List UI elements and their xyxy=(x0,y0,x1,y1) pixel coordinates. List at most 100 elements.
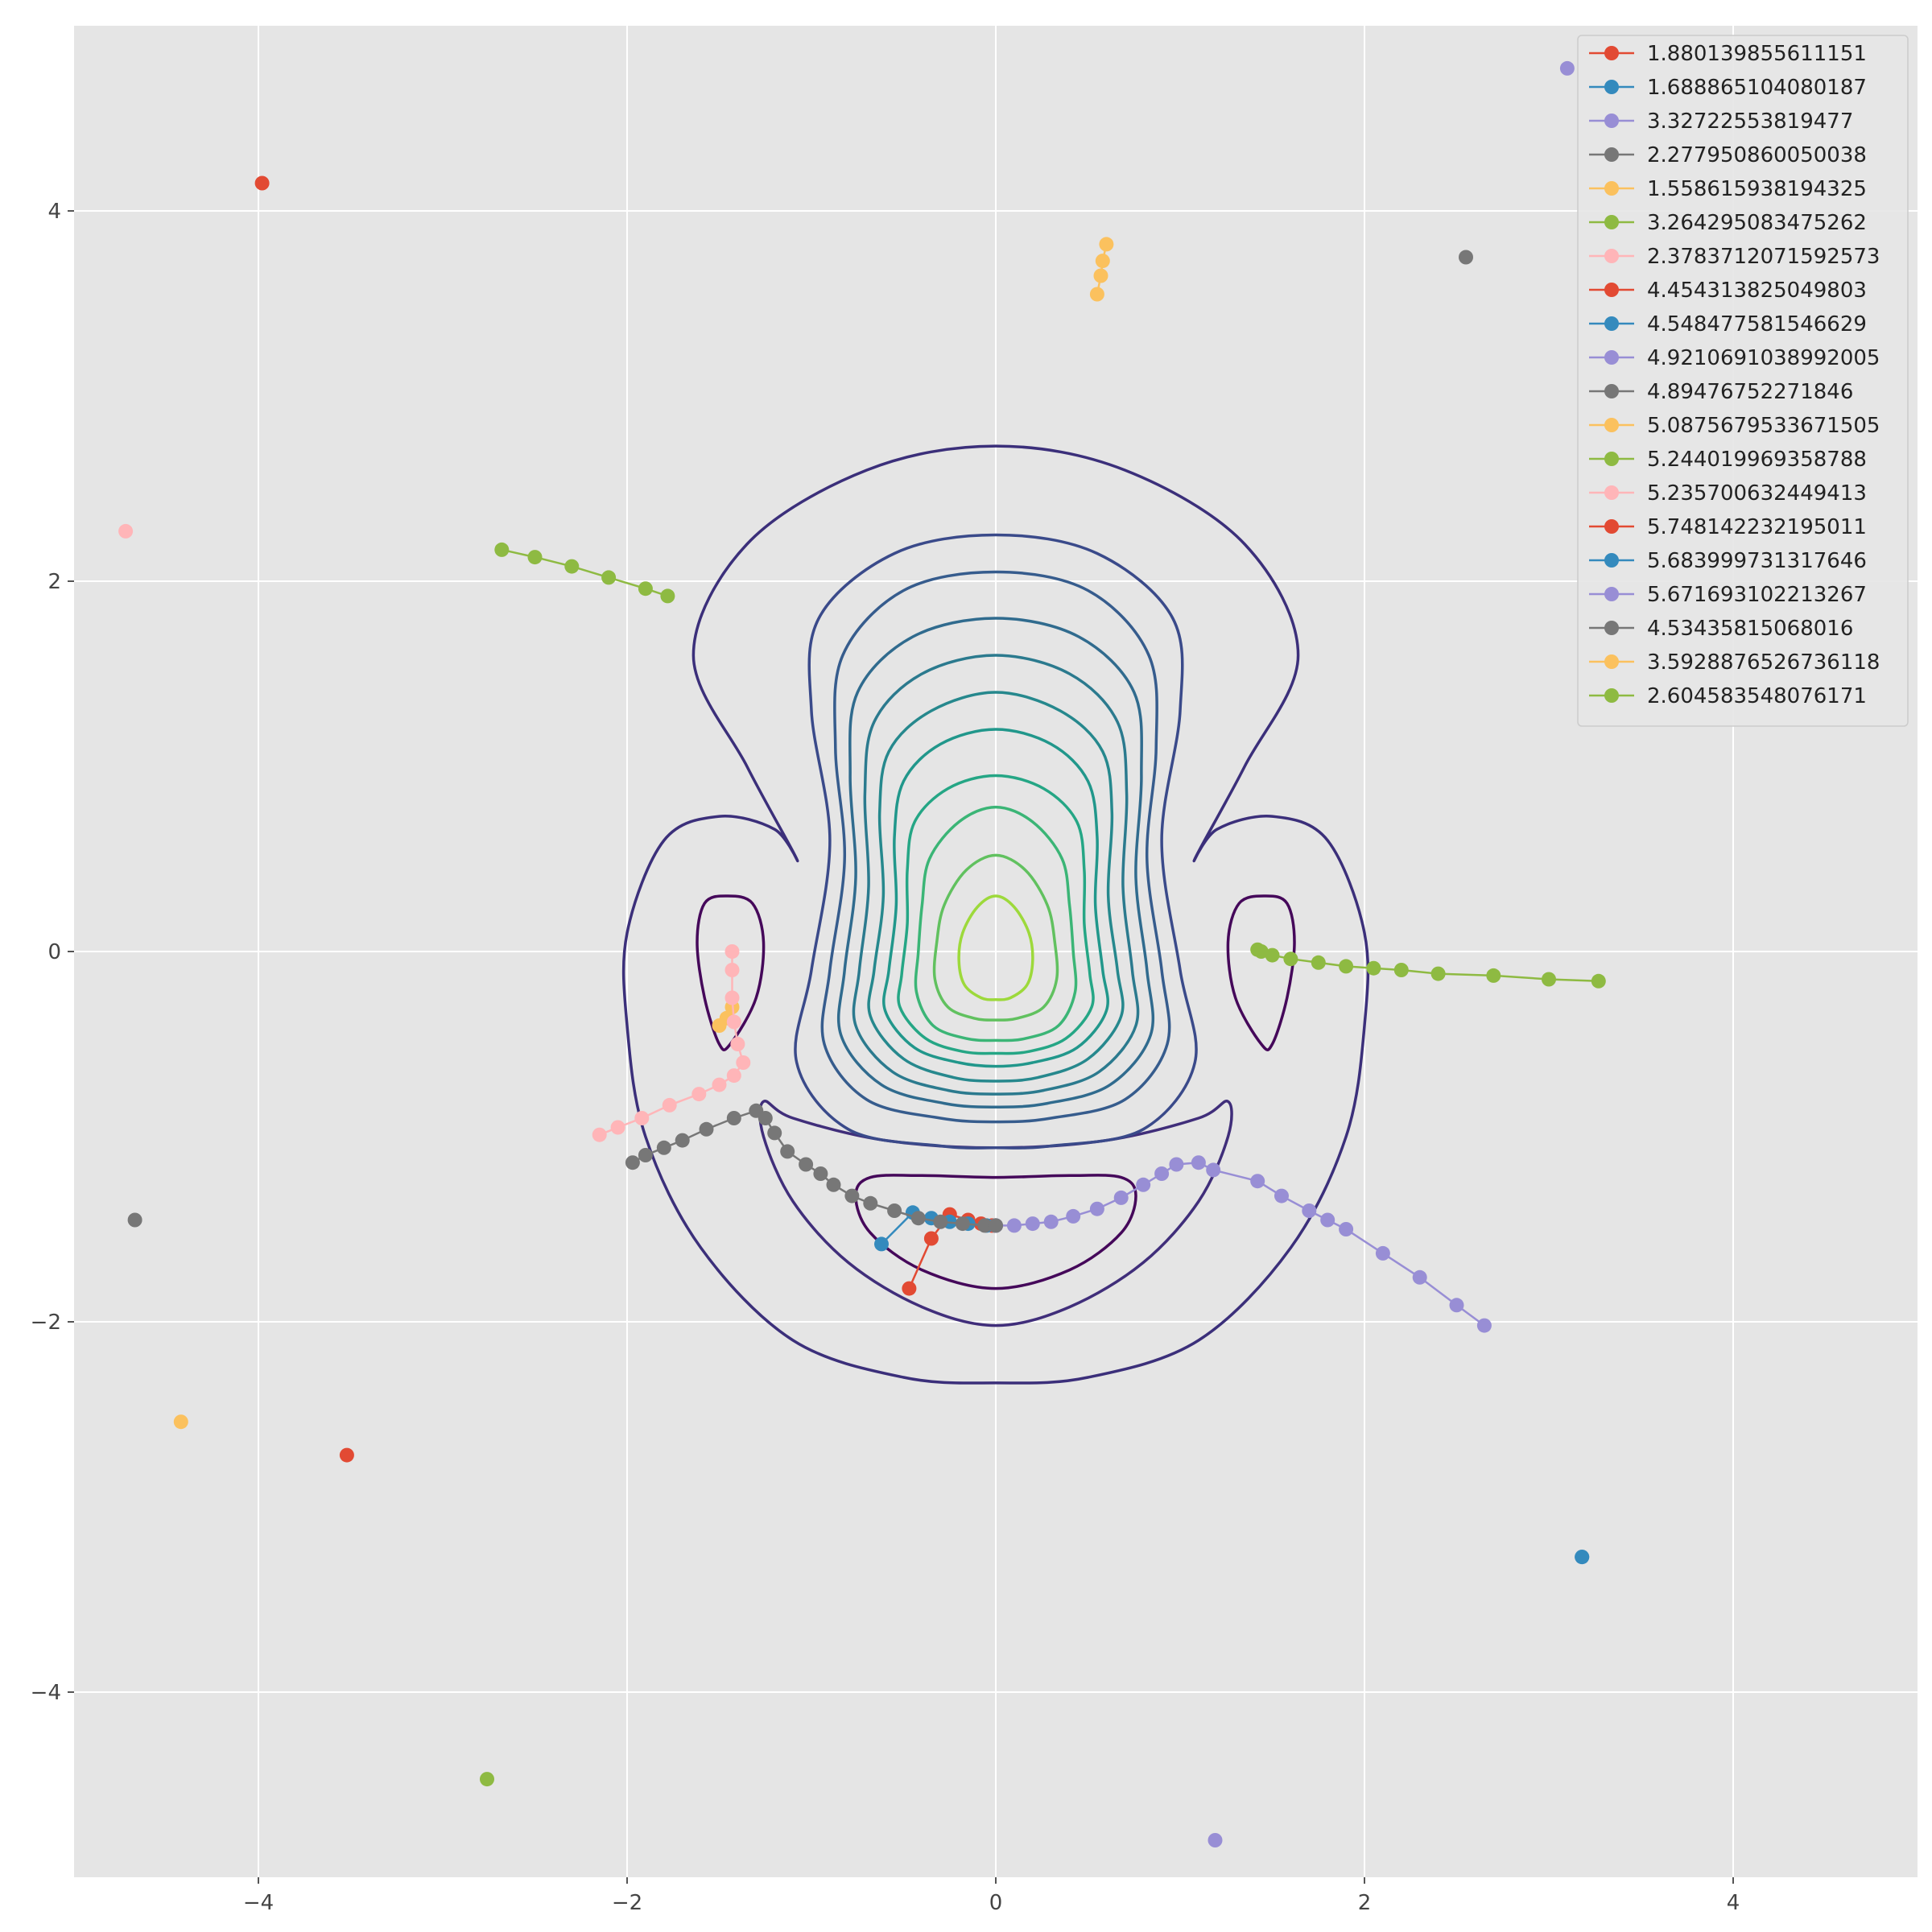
series-15 xyxy=(1575,1550,1590,1565)
series-5-point-3 xyxy=(1430,966,1446,981)
series-12-point-2 xyxy=(564,559,580,574)
legend-marker-19 xyxy=(1604,688,1619,703)
series-2-point-2 xyxy=(1412,1269,1427,1285)
contour-line-6 xyxy=(820,570,1171,1124)
series-2-point-19 xyxy=(1006,1218,1022,1233)
legend-label-15: 5.683999731317646 xyxy=(1647,549,1867,573)
contour-line-1 xyxy=(1226,894,1296,1051)
x-tick-label-3: 2 xyxy=(1358,1891,1372,1915)
series-3-point-14 xyxy=(863,1195,878,1211)
series-2-point-1 xyxy=(1449,1298,1464,1313)
legend-label-2: 3.32722553819477 xyxy=(1647,109,1853,134)
legend-item-9: 4.9210691038992005 xyxy=(1589,346,1880,370)
contour-line-12 xyxy=(914,805,1078,1042)
series-19-point-0 xyxy=(480,1772,494,1787)
series-1-point-0 xyxy=(874,1236,889,1252)
contour-line-11 xyxy=(897,774,1095,1055)
legend-item-0: 1.880139855611151 xyxy=(1589,42,1867,66)
series-12-point-0 xyxy=(494,542,510,557)
legend-item-4: 1.558615938194325 xyxy=(1589,177,1867,201)
legend-label-3: 2.277950860050038 xyxy=(1647,143,1867,167)
legend-label-10: 4.89476752271846 xyxy=(1647,380,1853,404)
legend-label-14: 5.748142232195011 xyxy=(1647,515,1867,539)
series-6-point-12 xyxy=(724,944,740,959)
series-2-point-14 xyxy=(1113,1190,1129,1205)
series-19 xyxy=(480,1772,494,1787)
legend-label-1: 1.688865104080187 xyxy=(1647,76,1867,100)
legend-label-5: 3.264295083475262 xyxy=(1647,211,1867,235)
legend-label-4: 1.558615938194325 xyxy=(1647,177,1867,201)
legend-marker-12 xyxy=(1604,452,1619,466)
trajectory-series xyxy=(118,60,1606,1847)
x-tick-label-4: 4 xyxy=(1727,1891,1740,1915)
legend-item-13: 5.235700632449413 xyxy=(1589,481,1867,506)
series-11-point-1 xyxy=(1093,268,1108,283)
legend-marker-8 xyxy=(1604,316,1619,331)
legend-item-14: 5.748142232195011 xyxy=(1589,515,1867,539)
legend-item-8: 4.548477581546629 xyxy=(1589,312,1867,336)
series-5-point-2 xyxy=(1486,968,1501,983)
y-tick-label-3: −2 xyxy=(31,1311,61,1335)
legend-label-17: 4.53435815068016 xyxy=(1647,617,1853,641)
series-2-point-4 xyxy=(1339,1222,1354,1236)
series-2-point-9 xyxy=(1206,1162,1221,1178)
legend-item-15: 5.683999731317646 xyxy=(1589,549,1867,573)
legend-marker-0 xyxy=(1604,46,1619,60)
series-11 xyxy=(1089,237,1114,302)
series-3-point-19 xyxy=(977,1218,993,1233)
legend-item-5: 3.264295083475262 xyxy=(1589,211,1867,235)
contour-line-8 xyxy=(852,654,1140,1096)
series-13 xyxy=(118,523,134,539)
x-tick-label-1: −2 xyxy=(612,1891,642,1915)
series-3-point-2 xyxy=(656,1140,671,1155)
series-18 xyxy=(173,1414,188,1430)
legend-label-13: 5.235700632449413 xyxy=(1647,481,1867,506)
legend-item-10: 4.89476752271846 xyxy=(1589,380,1853,404)
legend-marker-5 xyxy=(1604,215,1619,229)
series-5-point-0 xyxy=(1591,973,1606,989)
series-2-point-16 xyxy=(1066,1208,1081,1224)
legend-item-6: 2.3783712071592573 xyxy=(1589,245,1880,269)
series-3-point-4 xyxy=(699,1121,714,1137)
legend-item-17: 4.53435815068016 xyxy=(1589,617,1853,641)
series-2-point-10 xyxy=(1191,1155,1206,1170)
contour-line-5 xyxy=(794,533,1198,1150)
series-18-point-0 xyxy=(173,1414,188,1430)
legend-item-16: 5.67169310221326​7 xyxy=(1589,583,1867,607)
contour-line-9 xyxy=(867,691,1125,1083)
series-3-point-16 xyxy=(910,1211,926,1226)
series-6-point-1 xyxy=(610,1120,625,1135)
series-6-point-6 xyxy=(726,1068,741,1084)
series-6-point-3 xyxy=(662,1097,677,1113)
series-3-point-8 xyxy=(767,1125,782,1141)
series-5-point-4 xyxy=(1393,963,1409,977)
series-2-point-12 xyxy=(1154,1166,1170,1181)
series-2-point-13 xyxy=(1136,1177,1151,1192)
contour-line-3 xyxy=(758,1100,1233,1327)
legend-label-12: 5.244019969358788 xyxy=(1647,448,1867,472)
series-6-point-0 xyxy=(592,1127,607,1142)
contour-line-10 xyxy=(882,728,1109,1068)
series-5-point-5 xyxy=(1366,960,1381,976)
legend-label-11: 5.0875679533671505 xyxy=(1647,414,1880,438)
legend: 1.880139855611151 1.688865104080187 3.3272… xyxy=(1577,35,1909,727)
legend-marker-16 xyxy=(1604,587,1619,601)
series-3-point-13 xyxy=(844,1188,860,1203)
legend-item-3: 2.277950860050038 xyxy=(1589,143,1867,167)
legend-label-0: 1.880139855611151 xyxy=(1647,42,1867,66)
series-17 xyxy=(127,1212,142,1228)
series-5 xyxy=(1250,942,1606,989)
legend-item-7: 4.454313825049803 xyxy=(1589,279,1867,303)
legend-item-2: 3.32722553819477 xyxy=(1589,109,1853,134)
series-10-point-0 xyxy=(1459,250,1473,265)
series-2-point-15 xyxy=(1089,1201,1104,1216)
y-tick-label-1: 2 xyxy=(47,570,61,594)
legend-marker-11 xyxy=(1604,418,1619,432)
series-6-point-9 xyxy=(726,1014,741,1030)
series-2-point-3 xyxy=(1375,1245,1390,1261)
legend-marker-1 xyxy=(1604,80,1619,94)
series-5-point-7 xyxy=(1311,955,1326,970)
series-16 xyxy=(1208,1833,1223,1847)
series-3-point-1 xyxy=(638,1148,653,1162)
